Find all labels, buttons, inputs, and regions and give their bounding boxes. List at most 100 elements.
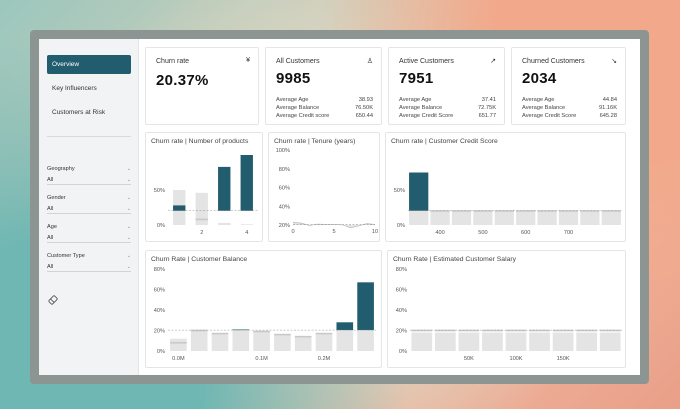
nav-key-influencers[interactable]: Key Influencers bbox=[47, 79, 131, 98]
kpi-title: Churned Customers bbox=[522, 58, 585, 65]
churn-marker bbox=[576, 329, 598, 332]
x-tick-label: 100K bbox=[509, 356, 522, 362]
population-bar bbox=[558, 211, 579, 225]
chart-customer-balance: Churn Rate | Customer Balance 20% 40% 60% 8… bbox=[145, 250, 382, 368]
population-bar bbox=[195, 192, 208, 225]
salary-chart-svg: 20% 40% 60% 80% 0% 50K 100K 150K bbox=[396, 267, 622, 362]
churn-marker bbox=[195, 218, 208, 221]
y-tick-label: 60% bbox=[279, 186, 290, 192]
x-tick-label: 0.2M bbox=[318, 356, 331, 362]
stat-value: 76.50K bbox=[354, 105, 373, 111]
screenshot-frame: Overview Key Influencers Customers at Ri… bbox=[30, 30, 649, 384]
credit-chart-svg: 0% 50% 400 500 600 700 bbox=[394, 172, 622, 236]
chevron-down-icon[interactable]: ⌄ bbox=[126, 166, 131, 172]
eraser-icon[interactable] bbox=[47, 294, 59, 306]
population-bar bbox=[240, 224, 253, 225]
churn-marker bbox=[458, 329, 480, 332]
chart-title: Churn Rate | Customer Balance bbox=[151, 256, 248, 263]
x-tick-label: 0.0M bbox=[172, 356, 185, 362]
kpi-value: 9985 bbox=[276, 70, 311, 87]
chevron-down-icon[interactable]: ⌄ bbox=[126, 195, 131, 201]
y-tick-label: 0% bbox=[157, 349, 165, 355]
nav-overview-label: Overview bbox=[52, 61, 80, 68]
population-bar bbox=[294, 336, 312, 351]
filter-gender-select[interactable]: All ⌄ bbox=[47, 204, 131, 214]
kpi-churn-rate: Churn rate ¥ 20.37% bbox=[145, 47, 259, 125]
population-bar bbox=[458, 332, 480, 351]
y-tick-label: 40% bbox=[154, 308, 165, 314]
churn-marker bbox=[537, 210, 557, 212]
churn-marker bbox=[516, 210, 536, 212]
filter-geography: Geography ⌄ All ⌄ bbox=[47, 166, 131, 185]
y-tick-label: 0% bbox=[157, 223, 165, 229]
stat-label: Average Credit Score bbox=[399, 113, 454, 119]
kpi-all-customers: All Customers ♙ 9985 Average Age 38.93 Av… bbox=[265, 47, 382, 125]
y-tick-label: 0% bbox=[397, 223, 405, 229]
sidebar-spacer bbox=[47, 151, 131, 152]
kpi-title: Active Customers bbox=[399, 58, 454, 65]
population-bar bbox=[494, 211, 514, 225]
filter-gender-value: All bbox=[47, 205, 54, 212]
churn-marker bbox=[558, 210, 579, 212]
churn-marker bbox=[529, 329, 550, 332]
kpi-active-customers: Active Customers ↗ 7951 Average Age 37.41… bbox=[388, 47, 505, 125]
chevron-down-icon: ⌄ bbox=[126, 176, 131, 183]
y-tick-label: 80% bbox=[154, 267, 165, 273]
x-tick-label: 0.1M bbox=[255, 356, 268, 362]
x-tick-label: 600 bbox=[521, 230, 530, 236]
population-bar bbox=[552, 332, 574, 351]
filter-customer-type-value: All bbox=[47, 263, 54, 270]
churn-bar bbox=[232, 329, 250, 331]
chart-credit-score: Churn rate | Customer Credit Score 0% 50%… bbox=[385, 132, 626, 242]
churn-marker bbox=[482, 329, 503, 332]
filter-age-value: All bbox=[47, 234, 54, 241]
filter-gender: Gender ⌄ All ⌄ bbox=[47, 195, 131, 214]
churn-bar bbox=[218, 166, 231, 211]
person-icon: ♙ bbox=[366, 58, 373, 65]
churn-bar bbox=[409, 172, 429, 211]
kpi-stats: Average Age 44.84 Average Balance 91.16K A… bbox=[522, 96, 617, 120]
filter-age-select[interactable]: All ⌄ bbox=[47, 233, 131, 243]
population-bar bbox=[357, 330, 374, 351]
filter-customer-type-label: Customer Type bbox=[47, 253, 85, 259]
population-bar bbox=[601, 211, 621, 225]
tenure-line bbox=[292, 221, 376, 229]
population-bar bbox=[434, 332, 456, 351]
stat-label: Average Balance bbox=[276, 105, 320, 111]
churn-marker bbox=[274, 333, 291, 336]
x-tick-label: 10 bbox=[372, 229, 378, 235]
nav-customers-at-risk[interactable]: Customers at Risk bbox=[47, 103, 131, 122]
y-tick-label: 60% bbox=[396, 288, 407, 294]
churn-marker bbox=[315, 332, 333, 335]
kpi-title: All Customers bbox=[276, 58, 320, 65]
population-bar bbox=[218, 222, 231, 225]
balance-chart-svg: 20% 40% 60% 80% 0% 0.0M 0.1M 0.2M bbox=[154, 267, 376, 362]
churn-bar bbox=[336, 322, 354, 331]
y-tick-label: 20% bbox=[396, 329, 407, 335]
tenure-chart-svg: 20% 40% 60% 80% 100% 0 5 10 bbox=[276, 148, 378, 235]
chart-title: Churn rate | Customer Credit Score bbox=[391, 138, 498, 145]
chevron-down-icon: ⌄ bbox=[126, 263, 131, 270]
filter-customer-type-select[interactable]: All ⌄ bbox=[47, 262, 131, 272]
filter-geography-select[interactable]: All ⌄ bbox=[47, 175, 131, 185]
population-bar bbox=[430, 211, 450, 225]
y-tick-label: 20% bbox=[279, 223, 290, 229]
kpi-value: 20.37% bbox=[156, 72, 209, 89]
y-tick-label: 60% bbox=[154, 288, 165, 294]
population-bar bbox=[451, 211, 472, 225]
y-tick-label: 40% bbox=[279, 204, 290, 210]
nav-overview[interactable]: Overview bbox=[47, 55, 131, 74]
chevron-down-icon[interactable]: ⌄ bbox=[126, 224, 131, 230]
population-bar bbox=[232, 329, 250, 351]
y-tick-label: 80% bbox=[279, 167, 290, 173]
churn-marker bbox=[411, 329, 433, 332]
population-bar bbox=[473, 211, 493, 225]
chevron-down-icon[interactable]: ⌄ bbox=[126, 253, 131, 259]
kpi-stats: Average Age 38.93 Average Balance 76.50K A… bbox=[276, 96, 373, 120]
x-tick-label: 50K bbox=[464, 356, 474, 362]
x-tick-label: 2 bbox=[200, 230, 203, 236]
chart-title: Churn Rate | Estimated Customer Salary bbox=[393, 256, 517, 263]
kpi-title: Churn rate bbox=[156, 58, 190, 65]
filter-gender-label: Gender bbox=[47, 195, 66, 201]
x-tick-label: 500 bbox=[478, 230, 487, 236]
